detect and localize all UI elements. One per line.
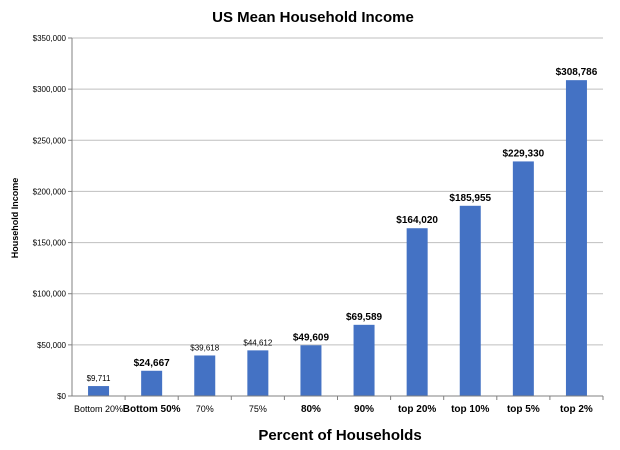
bars xyxy=(88,80,587,396)
bar xyxy=(141,370,163,396)
data-label: $308,786 xyxy=(556,67,598,78)
x-tick-label: 70% xyxy=(196,404,214,414)
bar xyxy=(300,345,322,396)
x-axis-label: Percent of Households xyxy=(258,427,421,444)
data-label: $24,667 xyxy=(134,358,171,369)
y-tick-label: $300,000 xyxy=(33,85,67,94)
bar xyxy=(565,80,587,396)
y-tick-label: $100,000 xyxy=(33,290,67,299)
y-tick-label: $150,000 xyxy=(33,239,67,248)
bar xyxy=(88,386,110,396)
x-tick-label: top 2% xyxy=(560,404,593,415)
data-label: $49,609 xyxy=(293,332,330,343)
y-tick-label: $200,000 xyxy=(33,187,67,196)
y-tick-label: $50,000 xyxy=(37,341,66,350)
data-label: $69,589 xyxy=(346,312,383,323)
gridlines xyxy=(72,37,603,346)
bar xyxy=(353,324,375,396)
data-label: $185,955 xyxy=(449,193,491,204)
x-tick-label: Bottom 50% xyxy=(123,404,181,415)
data-label: $9,711 xyxy=(87,374,111,383)
x-tick-label: top 10% xyxy=(451,404,489,415)
bar xyxy=(247,350,269,396)
x-tick-label: 75% xyxy=(249,404,267,414)
data-label: $229,330 xyxy=(502,148,544,159)
bar xyxy=(512,161,534,396)
data-label: $44,612 xyxy=(243,338,272,347)
data-label: $39,618 xyxy=(190,343,219,352)
y-tick-label: $250,000 xyxy=(33,136,67,145)
x-tick-label: top 20% xyxy=(398,404,436,415)
data-labels: $9,711 $24,667 $39,618 $44,612 $49,609 $69,58… xyxy=(87,67,598,383)
data-label: $164,020 xyxy=(396,215,438,226)
x-tick-label: 90% xyxy=(354,404,374,415)
y-tick-label: $350,000 xyxy=(33,34,67,43)
x-tick-label: 80% xyxy=(301,404,321,415)
x-axis-ticks: Bottom 20% Bottom 50% 70% 75% 80% 90% top 20% t… xyxy=(74,396,604,415)
x-tick-label: top 5% xyxy=(507,404,540,415)
y-tick-label: $0 xyxy=(57,392,66,401)
bar xyxy=(406,228,428,396)
chart-title: US Mean Household Income xyxy=(212,9,414,26)
x-tick-label: Bottom 20% xyxy=(74,404,123,414)
bar xyxy=(459,205,481,396)
y-axis-ticks: $0 $50,000 $100,000 $150,000 $200,000 $250,00… xyxy=(33,34,72,401)
y-axis-label: Household Income xyxy=(10,178,20,259)
bar xyxy=(194,355,216,396)
